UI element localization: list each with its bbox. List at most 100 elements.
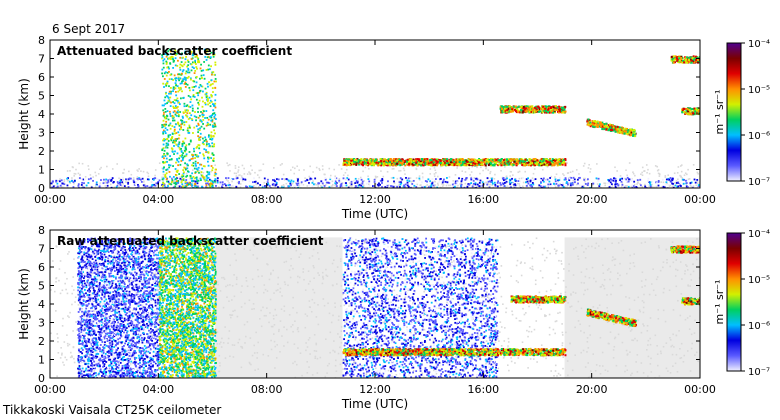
clear-air-pixel — [84, 176, 87, 178]
clear-air-pixel — [198, 169, 201, 172]
signal-pixel — [519, 186, 522, 188]
signal-pixel — [208, 178, 211, 181]
clear-air-pixel — [99, 168, 101, 171]
signal-pixel — [470, 178, 473, 181]
signal-pixel — [481, 181, 484, 184]
signal-pixel — [529, 180, 532, 183]
signal-pixel — [207, 99, 209, 102]
clear-air-pixel — [51, 181, 54, 184]
cloud-pixel — [546, 163, 549, 166]
signal-pixel — [306, 179, 309, 181]
cloud-pixel — [522, 105, 525, 108]
signal-pixel — [175, 111, 178, 114]
signal-pixel — [208, 171, 211, 174]
signal-pixel — [161, 104, 164, 107]
signal-pixel — [96, 185, 98, 188]
cloud-pixel — [348, 160, 351, 163]
signal-pixel — [581, 185, 584, 188]
signal-pixel — [164, 175, 167, 177]
signal-pixel — [525, 184, 528, 187]
signal-pixel — [205, 143, 208, 146]
clear-air-pixel — [439, 165, 442, 168]
clear-air-pixel — [688, 178, 691, 180]
signal-pixel — [170, 101, 172, 104]
clear-air-pixel — [475, 186, 478, 188]
cloud-pixel — [532, 162, 535, 165]
cloud-pixel — [688, 56, 691, 59]
clear-air-pixel — [528, 179, 530, 182]
signal-pixel — [213, 174, 216, 177]
signal-pixel — [169, 74, 172, 76]
signal-pixel — [184, 111, 187, 113]
cloud-pixel — [376, 163, 379, 166]
signal-pixel — [210, 94, 213, 96]
signal-pixel — [468, 183, 471, 186]
signal-pixel — [216, 181, 219, 184]
signal-pixel — [431, 178, 434, 180]
clear-air-pixel — [154, 183, 157, 185]
clear-air-pixel — [522, 185, 524, 188]
cloud-pixel — [519, 159, 522, 162]
cloud-pixel — [670, 55, 673, 58]
clear-air-pixel — [554, 176, 556, 178]
signal-pixel — [207, 173, 210, 176]
clear-air-pixel — [138, 168, 140, 170]
signal-pixel — [175, 123, 177, 126]
cloud-pixel — [696, 56, 699, 59]
clear-air-pixel — [673, 182, 676, 184]
signal-pixel — [191, 155, 194, 158]
cloud-pixel — [543, 105, 546, 108]
cloud-pixel — [686, 58, 689, 61]
cloud-pixel — [697, 107, 700, 110]
clear-air-pixel — [641, 174, 644, 177]
signal-pixel — [241, 177, 243, 180]
clear-air-pixel — [630, 185, 633, 188]
cloud-pixel — [521, 161, 524, 164]
signal-pixel — [543, 185, 546, 188]
cloud-pixel — [587, 123, 590, 126]
signal-pixel — [207, 68, 210, 71]
signal-pixel — [168, 67, 170, 70]
clear-air-pixel — [124, 181, 127, 183]
signal-pixel — [179, 88, 182, 91]
signal-pixel — [214, 99, 217, 102]
cloud-pixel — [366, 161, 369, 164]
cloud-pixel — [520, 160, 523, 163]
cloud-pixel — [499, 160, 502, 163]
signal-pixel — [436, 186, 439, 188]
signal-pixel — [190, 180, 193, 182]
clear-air-pixel — [295, 182, 297, 184]
clear-air-pixel — [253, 184, 255, 187]
signal-pixel — [192, 89, 195, 92]
signal-pixel — [181, 175, 184, 178]
signal-pixel — [671, 179, 674, 182]
cloud-pixel — [345, 161, 348, 164]
signal-pixel — [181, 185, 184, 188]
signal-pixel — [165, 51, 167, 54]
cloud-pixel — [506, 109, 509, 112]
signal-pixel — [195, 125, 198, 128]
signal-pixel — [209, 185, 212, 188]
cloud-pixel — [632, 130, 635, 133]
cloud-pixel — [676, 59, 679, 62]
clear-air-pixel — [404, 173, 406, 175]
signal-pixel — [328, 182, 331, 184]
clear-air-pixel — [320, 184, 322, 187]
signal-pixel — [649, 181, 652, 184]
cloud-pixel — [693, 109, 696, 112]
signal-pixel — [201, 76, 203, 79]
signal-pixel — [169, 62, 172, 65]
signal-pixel — [120, 179, 123, 181]
signal-pixel — [162, 167, 165, 170]
cloud-pixel — [591, 123, 594, 126]
clear-air-pixel — [531, 177, 534, 179]
clear-air-pixel — [452, 180, 455, 182]
cloud-pixel — [491, 158, 494, 161]
signal-pixel — [373, 178, 376, 181]
signal-pixel — [184, 72, 187, 75]
signal-pixel — [609, 184, 612, 187]
cloud-pixel — [625, 127, 628, 130]
clear-air-pixel — [483, 182, 486, 185]
signal-pixel — [198, 91, 201, 94]
clear-air-pixel — [396, 177, 399, 180]
